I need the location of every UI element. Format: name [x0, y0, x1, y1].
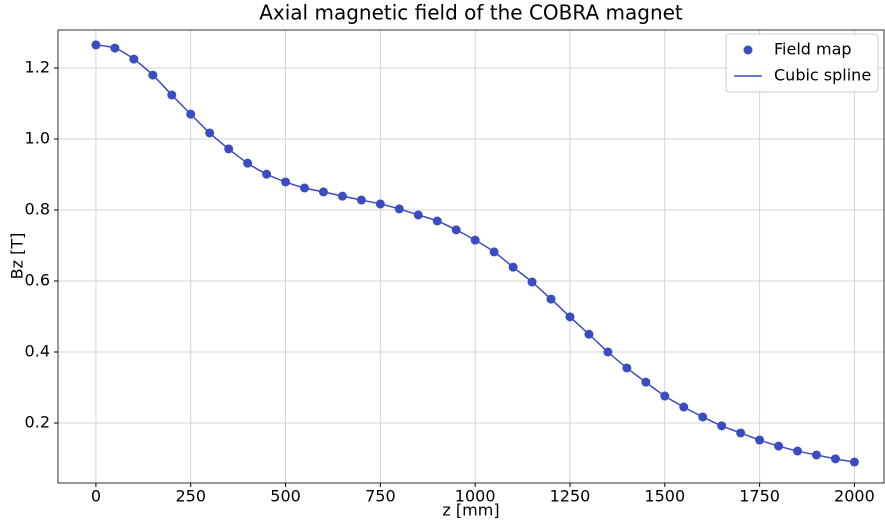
- x-tick-label: 0: [91, 487, 101, 506]
- data-point: [205, 128, 215, 138]
- legend-label: Field map: [774, 40, 852, 59]
- data-point: [394, 204, 404, 214]
- data-point: [375, 199, 385, 209]
- data-point: [774, 441, 784, 451]
- chart-title: Axial magnetic field of the COBRA magnet: [259, 1, 683, 25]
- data-point: [660, 391, 670, 401]
- data-point: [603, 347, 613, 357]
- legend-marker: [743, 45, 753, 55]
- legend: Field map Cubic spline: [725, 33, 879, 93]
- y-tick-label: 0.4: [25, 341, 50, 360]
- data-point: [622, 363, 632, 373]
- data-point: [508, 262, 518, 272]
- plot-frame: [57, 29, 885, 484]
- data-point: [224, 144, 234, 154]
- y-tick-label: 1.0: [25, 128, 50, 147]
- data-point: [527, 277, 537, 287]
- data-point: [262, 169, 272, 179]
- legend-label: Cubic spline: [774, 66, 871, 85]
- x-tick-label: 1750: [739, 487, 780, 506]
- x-tick-label: 500: [270, 487, 301, 506]
- data-point: [470, 235, 480, 245]
- x-tick-label: 2000: [834, 487, 875, 506]
- data-point: [281, 177, 291, 187]
- data-point: [584, 329, 594, 339]
- data-point: [736, 428, 746, 438]
- data-point: [830, 454, 840, 464]
- x-tick-label: 750: [365, 487, 396, 506]
- data-point: [129, 54, 139, 64]
- data-point: [849, 457, 859, 467]
- data-point: [110, 43, 120, 53]
- data-point: [243, 158, 253, 168]
- data-point: [432, 216, 442, 226]
- data-point: [546, 294, 556, 304]
- data-point: [413, 210, 423, 220]
- data-point: [793, 446, 803, 456]
- x-tick-label: 250: [175, 487, 206, 506]
- data-point: [91, 40, 101, 50]
- x-tick-label: 1500: [644, 487, 685, 506]
- data-point: [755, 435, 765, 445]
- data-point: [565, 312, 575, 322]
- y-tick-label: 1.2: [25, 57, 50, 76]
- data-point: [489, 247, 499, 257]
- y-tick-label: 0.6: [25, 270, 50, 289]
- data-point: [717, 421, 727, 431]
- data-point: [300, 183, 310, 193]
- x-axis-label: z [mm]: [442, 501, 499, 520]
- data-point: [148, 70, 158, 80]
- data-point: [641, 377, 651, 387]
- y-axis-label: Bz [T]: [8, 233, 27, 280]
- data-point: [337, 191, 347, 201]
- data-point: [186, 109, 196, 119]
- data-point: [356, 195, 366, 205]
- x-tick-label: 1000: [455, 487, 496, 506]
- y-tick-label: 0.2: [25, 413, 50, 432]
- data-point: [698, 412, 708, 422]
- data-point: [451, 225, 461, 235]
- y-tick-label: 0.8: [25, 199, 50, 218]
- data-point: [811, 450, 821, 460]
- x-tick-label: 1250: [550, 487, 591, 506]
- data-point: [318, 187, 328, 197]
- data-point: [167, 90, 177, 100]
- data-point: [679, 402, 689, 412]
- legend-box: [725, 33, 879, 93]
